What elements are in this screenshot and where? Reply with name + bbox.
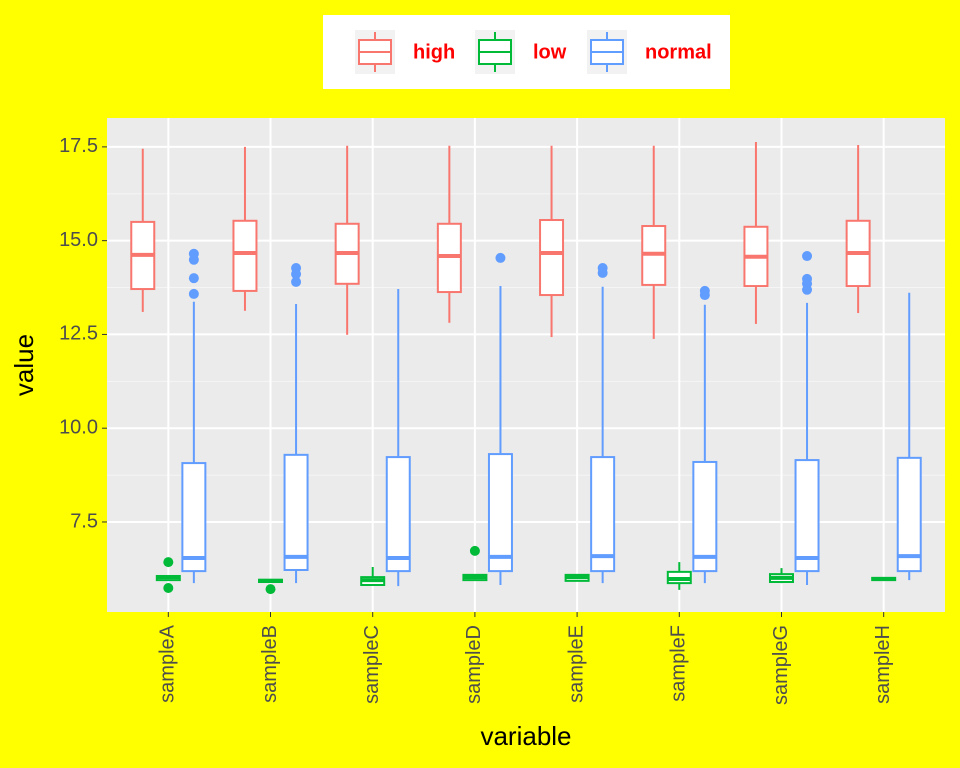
box <box>539 219 565 297</box>
outlier <box>291 276 302 287</box>
y-tick-label: 10.0 <box>59 416 98 438</box>
x-tick-label: sampleH <box>872 625 894 704</box>
x-tick-label: sampleG <box>770 625 792 705</box>
box <box>896 456 922 573</box>
legend-label: low <box>533 41 567 63</box>
outlier <box>699 290 710 301</box>
outlier <box>188 288 199 299</box>
x-tick-label: sampleF <box>668 625 690 702</box>
x-axis-title: variable <box>480 721 571 751</box>
outlier <box>469 545 480 556</box>
x-tick-label: sampleE <box>565 625 587 703</box>
box <box>692 460 718 573</box>
outlier <box>495 252 506 263</box>
outlier <box>188 254 199 265</box>
outlier <box>265 584 276 595</box>
outlier <box>163 582 174 593</box>
x-tick-label: sampleA <box>157 624 179 702</box>
box <box>794 459 820 573</box>
outlier <box>291 269 302 280</box>
outlier <box>163 557 174 568</box>
box <box>590 456 616 573</box>
y-tick-label: 12.5 <box>59 323 98 345</box>
x-tick-label: sampleC <box>361 625 383 704</box>
outlier <box>802 251 813 262</box>
box <box>232 219 258 292</box>
y-tick-label: 15.0 <box>59 229 98 251</box>
y-axis-title: value <box>9 334 39 396</box>
y-tick-label: 17.5 <box>59 135 98 157</box>
box <box>487 453 513 573</box>
y-tick-label: 7.5 <box>70 510 98 532</box>
x-tick-label: sampleB <box>259 625 281 703</box>
box <box>283 453 309 571</box>
outlier <box>188 273 199 284</box>
outlier <box>802 284 813 295</box>
x-tick-label: sampleD <box>463 625 485 704</box>
legend-label: high <box>413 41 455 63</box>
legend-label: normal <box>645 41 712 63</box>
box <box>385 456 411 573</box>
outlier <box>597 267 608 278</box>
box <box>181 462 207 573</box>
